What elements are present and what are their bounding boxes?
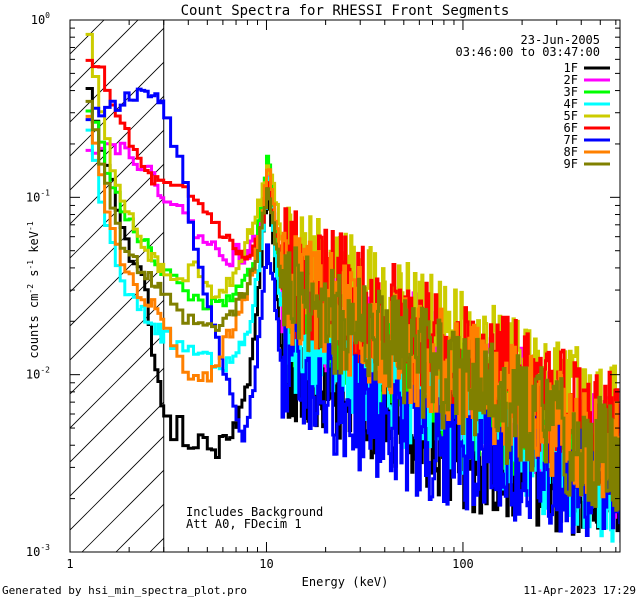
legend-label-7f: 7F — [564, 133, 578, 147]
y-tick-label: 10-1 — [26, 188, 50, 204]
y-tick-exp: -2 — [40, 366, 50, 375]
legend-time-range: 03:46:00 to 03:47:00 — [456, 45, 601, 59]
x-axis-label: Energy (keV) — [302, 575, 389, 589]
hatch-line — [70, 163, 164, 259]
footer-generated-by: Generated by hsi_min_spectra_plot.pro — [2, 584, 247, 597]
y-axis-label-mid: s — [27, 270, 41, 284]
legend-label-3f: 3F — [564, 85, 578, 99]
y-tick-label: 10-3 — [26, 543, 50, 559]
y-tick-base: 10 — [26, 190, 40, 204]
footer-timestamp: 11-Apr-2023 17:29 — [523, 584, 636, 597]
hatch-line — [70, 197, 164, 293]
y-tick-label: 100 — [31, 11, 50, 27]
hatch-line — [70, 435, 164, 531]
legend-label-4f: 4F — [564, 97, 578, 111]
y-tick-exp: -3 — [40, 543, 50, 552]
hatch-line — [70, 367, 164, 463]
hatch-line — [70, 401, 164, 497]
y-axis-label-exp3: -1 — [26, 221, 35, 231]
y-tick-base: 10 — [26, 368, 40, 382]
y-tick-exp: 0 — [45, 11, 50, 20]
hatch-line — [70, 20, 71, 21]
legend-label-9f: 9F — [564, 157, 578, 171]
legend-label-6f: 6F — [564, 121, 578, 135]
y-axis-label-end: keV — [27, 231, 41, 260]
x-tick-label: 100 — [452, 557, 474, 571]
plot-frame — [69, 19, 621, 553]
y-axis-label-exp1: -2 — [26, 284, 35, 294]
legend-date: 23-Jun-2005 — [521, 33, 600, 47]
y-tick-base: 10 — [26, 545, 40, 559]
x-tick-label: 10 — [259, 557, 273, 571]
hatch-line — [70, 20, 139, 89]
series-lines — [85, 32, 620, 543]
y-tick-label: 10-2 — [26, 366, 50, 382]
y-tick-exp: -1 — [40, 188, 50, 197]
legend-label-1f: 1F — [564, 61, 578, 75]
hatch-line — [0, 0, 104, 552]
hatch-line — [70, 20, 105, 55]
hatch-line — [70, 27, 164, 123]
y-tick-base: 10 — [31, 13, 45, 27]
x-tick-label: 1 — [66, 557, 73, 571]
y-axis-label-exp2: -1 — [26, 260, 35, 270]
y-axis-label-main: counts cm — [27, 294, 41, 359]
legend-label-2f: 2F — [564, 73, 578, 87]
chart-title: Count Spectra for RHESSI Front Segments — [181, 3, 510, 19]
legend-label-5f: 5F — [564, 109, 578, 123]
annotation-attenuator: Att A0, FDecim 1 — [186, 517, 302, 531]
series-line-9f — [85, 99, 620, 512]
hatch-line — [70, 231, 164, 327]
legend-label-8f: 8F — [564, 145, 578, 159]
annotation-background: Includes Background — [186, 505, 323, 519]
y-axis-label: counts cm-2 s-1 keV-1 — [26, 221, 41, 358]
